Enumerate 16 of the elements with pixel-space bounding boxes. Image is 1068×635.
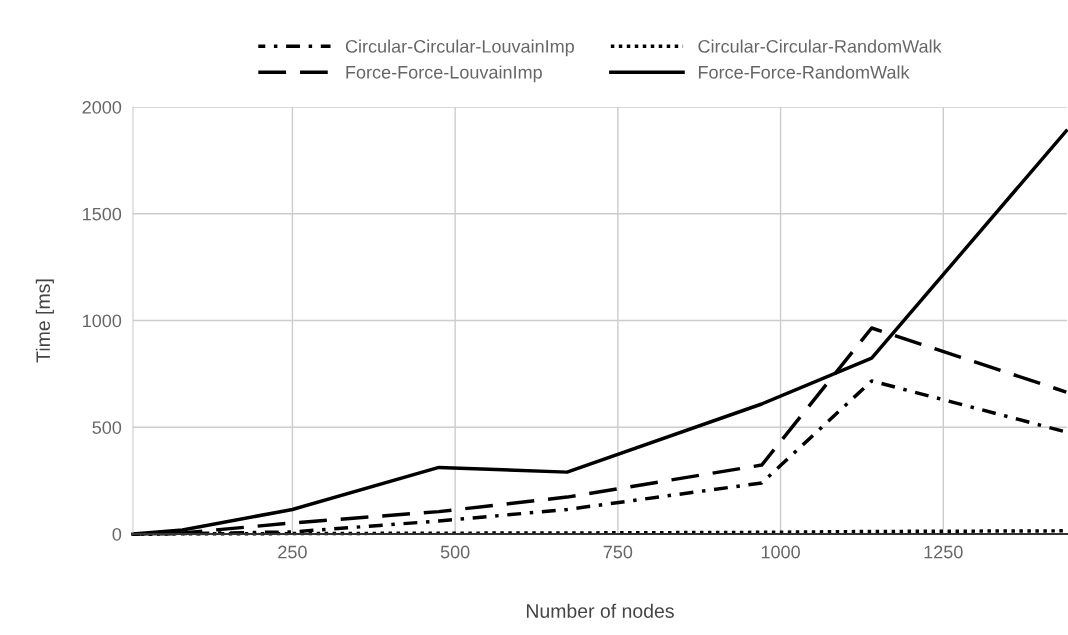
y-tick-label: 1500 [83, 207, 122, 221]
x-tick-label: 750 [603, 545, 633, 559]
y-tick-label: 500 [92, 421, 122, 434]
legend-label: Circular-Circular-LouvainImp [345, 39, 574, 57]
legend-label: Force-Force-LouvainImp [346, 65, 542, 83]
y-axis-title: Time [ms] [35, 279, 54, 363]
legend-label: Force-Force-RandomWalk [698, 65, 910, 79]
x-tick-label: 1000 [761, 545, 800, 559]
x-axis-title: Number of nodes [526, 603, 674, 618]
y-tick-label: 1000 [83, 314, 122, 328]
y-tick-label: 2000 [82, 100, 122, 114]
x-tick-label: 1250 [924, 545, 963, 559]
y-tick-label: 0 [112, 527, 122, 541]
x-tick-label: 250 [278, 545, 307, 559]
legend-label: Circular-Circular-RandomWalk [698, 39, 942, 53]
x-tick-label: 500 [440, 545, 470, 559]
